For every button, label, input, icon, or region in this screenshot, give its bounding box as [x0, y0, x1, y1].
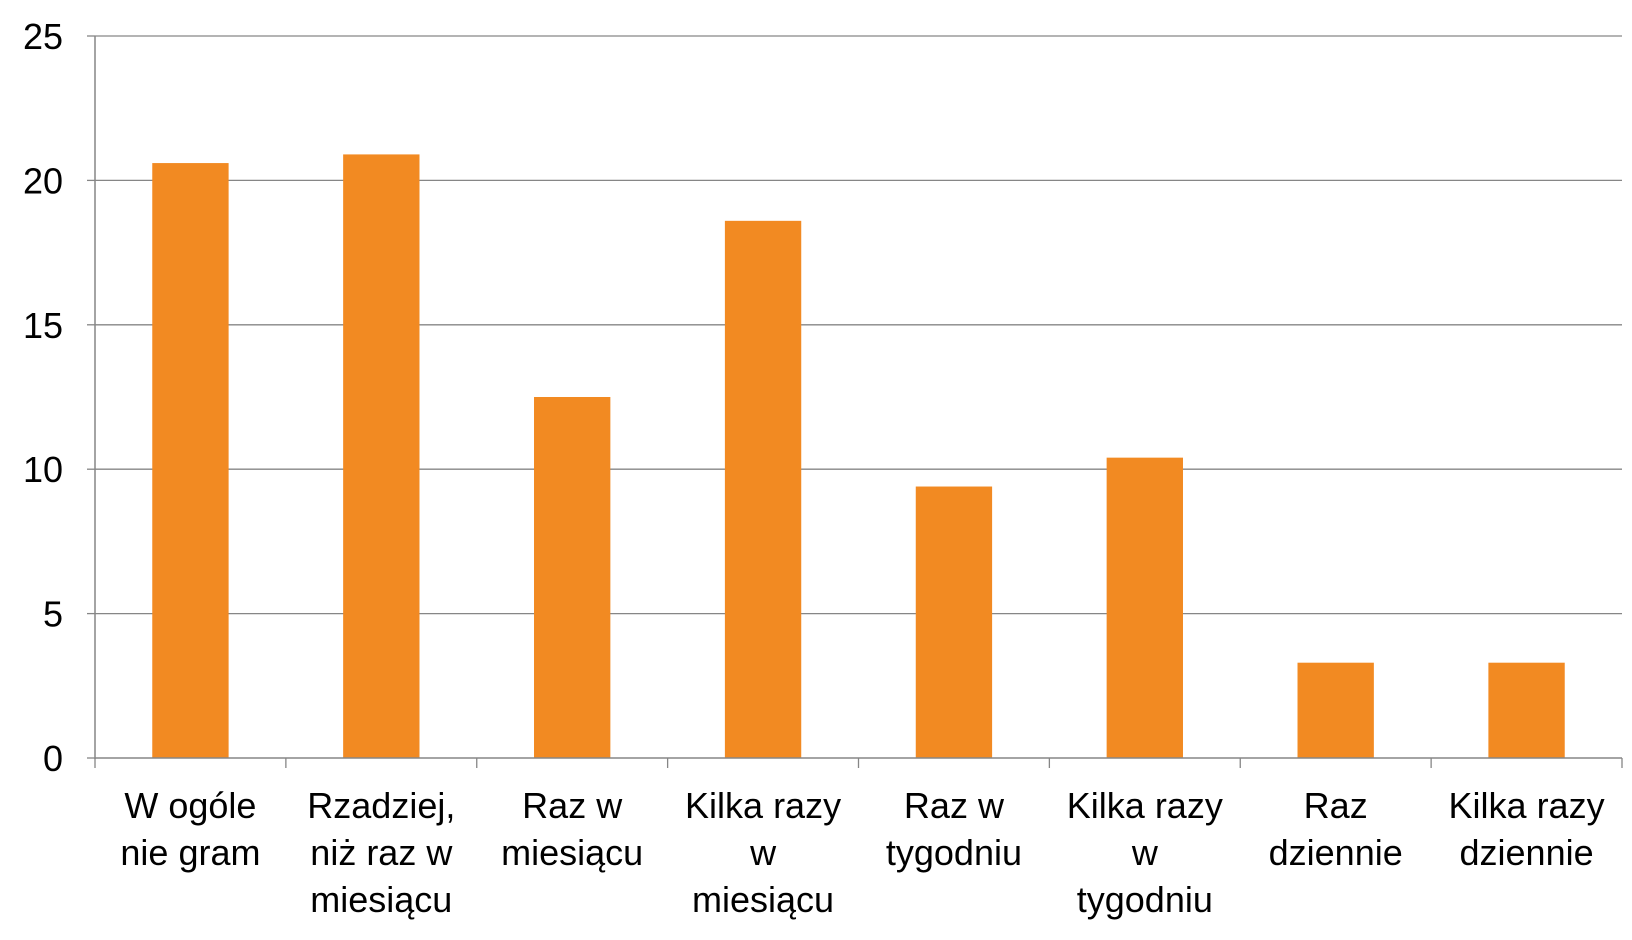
- y-tick-label: 5: [43, 594, 63, 635]
- x-tick-label-line: niż raz w: [310, 832, 453, 873]
- x-tick-label-line: w: [749, 832, 777, 873]
- x-tick-label-line: nie gram: [120, 832, 260, 873]
- bar-0: [152, 163, 229, 758]
- bar-6: [1297, 662, 1374, 758]
- x-tick-label-line: dziennie: [1460, 832, 1594, 873]
- x-tick-label-line: tygodniu: [1077, 879, 1213, 920]
- x-tick-label-7: Kilka razy dziennie: [1449, 785, 1605, 873]
- bar-2: [534, 397, 611, 758]
- x-tick-label-line: tygodniu: [886, 832, 1022, 873]
- x-tick-label-6: Raz dziennie: [1269, 785, 1403, 873]
- x-tick-label-line: Raz: [1304, 785, 1368, 826]
- bar-4: [915, 486, 993, 758]
- x-tick-label-line: miesiącu: [501, 832, 643, 873]
- x-tick-label-0: W ogóle nie gram: [120, 785, 260, 873]
- x-tick-label-line: W ogóle: [124, 785, 256, 826]
- x-tick-label-2: Raz w miesiącu: [501, 785, 643, 873]
- x-tick-label-3: Kilka razy w miesiącu: [685, 785, 841, 920]
- y-tick-label: 25: [23, 16, 63, 57]
- x-tick-label-line: Kilka razy: [1067, 785, 1223, 826]
- x-tick-label-line: Raz w: [522, 785, 623, 826]
- x-tick-label-line: Rzadziej,: [307, 785, 455, 826]
- bar-5: [1106, 457, 1183, 758]
- x-tick-label-line: Kilka razy: [685, 785, 841, 826]
- gridlines: [95, 35, 1622, 615]
- bars: [152, 154, 1565, 758]
- x-tick-label-line: miesiącu: [310, 879, 452, 920]
- x-tick-label-line: miesiącu: [692, 879, 834, 920]
- x-tick-label-line: Raz w: [904, 785, 1005, 826]
- bar-7: [1488, 662, 1565, 758]
- bar-3: [724, 220, 802, 758]
- x-tick-label-line: Kilka razy: [1449, 785, 1605, 826]
- x-tick-label-1: Rzadziej, niż raz w miesiącu: [307, 785, 455, 920]
- x-tick-labels: W ogóle nie gram Rzadziej, niż raz w miesiąc…: [120, 785, 1604, 920]
- x-tick-label-line: dziennie: [1269, 832, 1403, 873]
- axes: [87, 35, 1623, 768]
- y-tick-label: 15: [23, 305, 63, 346]
- x-tick-label-4: Raz w tygodniu: [886, 785, 1022, 873]
- y-tick-labels: 0 5 10 15 20 25: [23, 16, 63, 779]
- y-tick-label: 10: [23, 449, 63, 490]
- x-tick-label-line: w: [1131, 832, 1159, 873]
- bar-1: [343, 154, 420, 758]
- y-tick-label: 0: [43, 738, 63, 779]
- y-tick-label: 20: [23, 160, 63, 201]
- x-tick-label-5: Kilka razy w tygodniu: [1067, 785, 1223, 920]
